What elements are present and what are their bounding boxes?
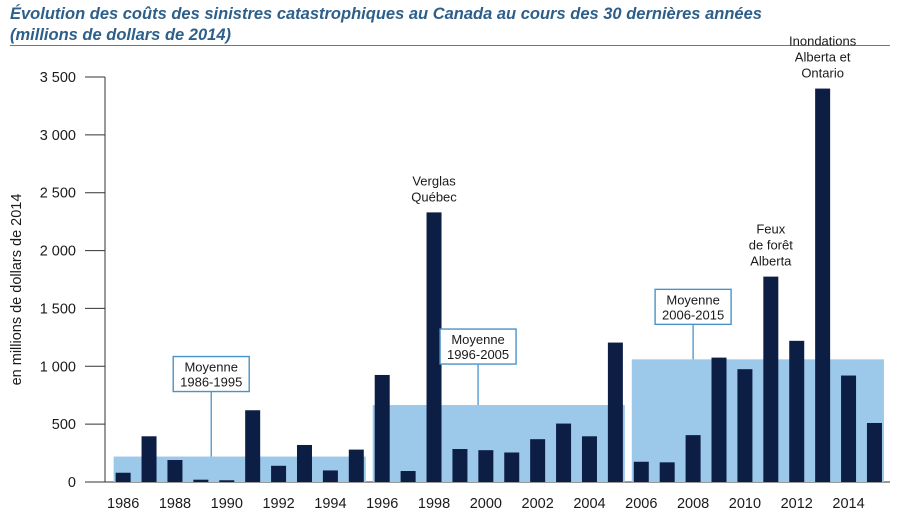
annotation-2-line: Alberta <box>750 254 792 269</box>
bar-2000 <box>478 450 494 482</box>
average-label-line2: 1996-2005 <box>447 347 509 362</box>
chart-title-line1: Évolution des coûts des sinistres catast… <box>10 5 762 23</box>
x-tick-label: 1992 <box>262 496 294 512</box>
x-tick-label: 1988 <box>159 496 191 512</box>
average-label-line1: Moyenne <box>451 332 504 347</box>
average-box-3 <box>654 288 732 326</box>
x-tick-label: 2004 <box>573 496 605 512</box>
bar-1989 <box>193 479 209 482</box>
average-label-line1: Moyenne <box>666 292 719 307</box>
x-tick-label: 2008 <box>677 496 709 512</box>
bar-2001 <box>504 452 520 482</box>
bar-1986 <box>115 472 131 482</box>
x-tick-label: 1990 <box>211 496 243 512</box>
bar-2002 <box>530 439 546 482</box>
annotation-2-line: Feux <box>756 222 785 237</box>
annotation-3-line: Ontario <box>801 66 844 81</box>
y-tick-label: 2 500 <box>40 186 76 202</box>
y-tick-label: 3 500 <box>40 70 76 86</box>
bar-2004 <box>581 436 597 482</box>
x-tick-label: 2014 <box>832 496 864 512</box>
y-axis-title: en millions de dollars de 2014 <box>9 194 25 386</box>
x-tick-label: 1994 <box>314 496 346 512</box>
annotation-3-line: Inondations <box>789 34 857 49</box>
y-tick-label: 3 000 <box>40 128 76 144</box>
bar-2009 <box>711 357 727 482</box>
bar-2014 <box>841 375 857 482</box>
bar-1998 <box>426 212 442 482</box>
x-tick-label: 2006 <box>625 496 657 512</box>
bar-1996 <box>374 374 390 482</box>
bar-2006 <box>633 461 649 482</box>
x-tick-label: 1986 <box>107 496 139 512</box>
bar-1991 <box>245 410 261 482</box>
bar-2013 <box>815 88 831 483</box>
bar-1993 <box>296 444 312 482</box>
x-tick-label: 1996 <box>366 496 398 512</box>
annotation-3-line: Alberta et <box>795 50 851 65</box>
average-label-line2: 2006-2015 <box>662 307 724 322</box>
average-label-line1: Moyenne <box>184 360 237 375</box>
x-tick-label: 2002 <box>522 496 554 512</box>
x-tick-label: 1998 <box>418 496 450 512</box>
y-tick-label: 500 <box>52 417 76 433</box>
x-tick-label: 2010 <box>729 496 761 512</box>
y-tick-label: 1 000 <box>40 359 76 375</box>
bar-2012 <box>789 340 805 482</box>
bar-1997 <box>400 471 416 482</box>
chart-title: Évolution des coûts des sinistres catast… <box>10 4 762 46</box>
annotation-1-line: Québec <box>411 189 457 204</box>
y-tick-label: 1 500 <box>40 301 76 317</box>
bar-2011 <box>763 276 779 482</box>
bar-2007 <box>659 462 675 482</box>
y-tick-label: 0 <box>68 475 76 491</box>
title-rule <box>10 45 890 46</box>
bar-2008 <box>685 435 701 482</box>
average-box-1 <box>172 355 250 393</box>
bar-2005 <box>607 342 623 482</box>
bar-1994 <box>322 470 338 482</box>
annotation-2-line: de forêt <box>749 238 793 253</box>
average-label-line2: 1986-1995 <box>180 375 242 390</box>
x-tick-label: 2012 <box>781 496 813 512</box>
bar-1987 <box>141 436 157 482</box>
bar-2015 <box>866 422 882 482</box>
y-tick-label: 2 000 <box>40 244 76 260</box>
x-tick-label: 2000 <box>470 496 502 512</box>
bar-2003 <box>556 423 572 482</box>
bar-2010 <box>737 369 753 482</box>
bar-1988 <box>167 460 183 482</box>
chart-title-line2: (millions de dollars de 2014) <box>10 26 231 44</box>
bar-1999 <box>452 449 468 482</box>
bar-1990 <box>219 480 235 482</box>
bar-1992 <box>271 465 287 482</box>
bar-1995 <box>348 449 364 482</box>
average-box-2 <box>439 328 517 365</box>
annotation-1-line: Verglas <box>412 173 456 188</box>
